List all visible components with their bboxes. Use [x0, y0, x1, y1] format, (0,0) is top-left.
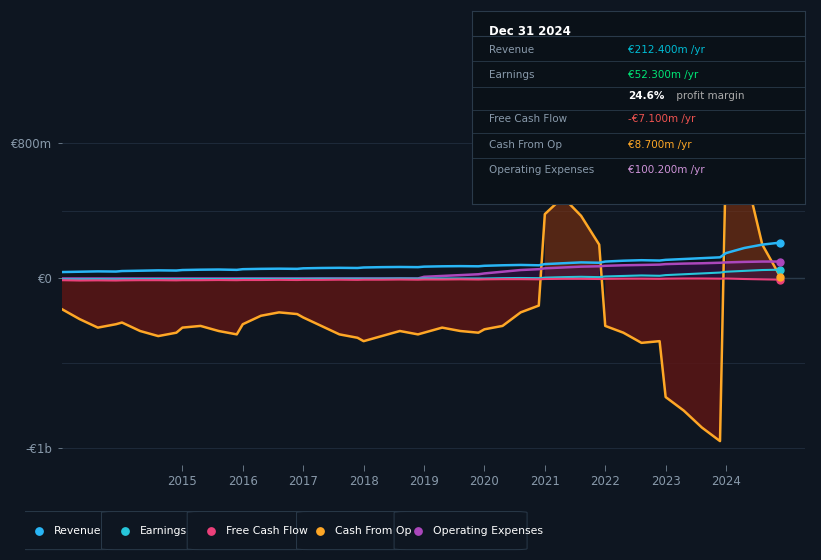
Point [774, 257, 787, 266]
Point [118, 526, 131, 535]
Text: profit margin: profit margin [673, 91, 745, 101]
Point [774, 273, 787, 282]
Text: Operating Expenses: Operating Expenses [433, 526, 543, 535]
Text: Cash From Op: Cash From Op [335, 526, 411, 535]
FancyBboxPatch shape [394, 512, 527, 550]
Text: €212.400m /yr: €212.400m /yr [628, 45, 705, 55]
Point [314, 526, 327, 535]
Point [411, 526, 424, 535]
Text: €100.200m /yr: €100.200m /yr [628, 165, 705, 175]
Text: Earnings: Earnings [488, 70, 534, 80]
Text: Earnings: Earnings [140, 526, 187, 535]
FancyBboxPatch shape [16, 512, 113, 550]
Point [774, 238, 787, 247]
Point [204, 526, 218, 535]
Text: -€7.100m /yr: -€7.100m /yr [628, 114, 695, 124]
Text: Free Cash Flow: Free Cash Flow [488, 114, 566, 124]
Point [774, 275, 787, 284]
FancyBboxPatch shape [102, 512, 199, 550]
Text: Free Cash Flow: Free Cash Flow [226, 526, 308, 535]
Point [33, 526, 46, 535]
FancyBboxPatch shape [296, 512, 406, 550]
Text: Revenue: Revenue [54, 526, 102, 535]
Text: €52.300m /yr: €52.300m /yr [628, 70, 699, 80]
Text: €8.700m /yr: €8.700m /yr [628, 139, 692, 150]
Text: Cash From Op: Cash From Op [488, 139, 562, 150]
Text: Revenue: Revenue [488, 45, 534, 55]
Point [774, 265, 787, 274]
FancyBboxPatch shape [187, 512, 309, 550]
Text: 24.6%: 24.6% [628, 91, 665, 101]
Text: Dec 31 2024: Dec 31 2024 [488, 25, 571, 38]
Text: Operating Expenses: Operating Expenses [488, 165, 594, 175]
